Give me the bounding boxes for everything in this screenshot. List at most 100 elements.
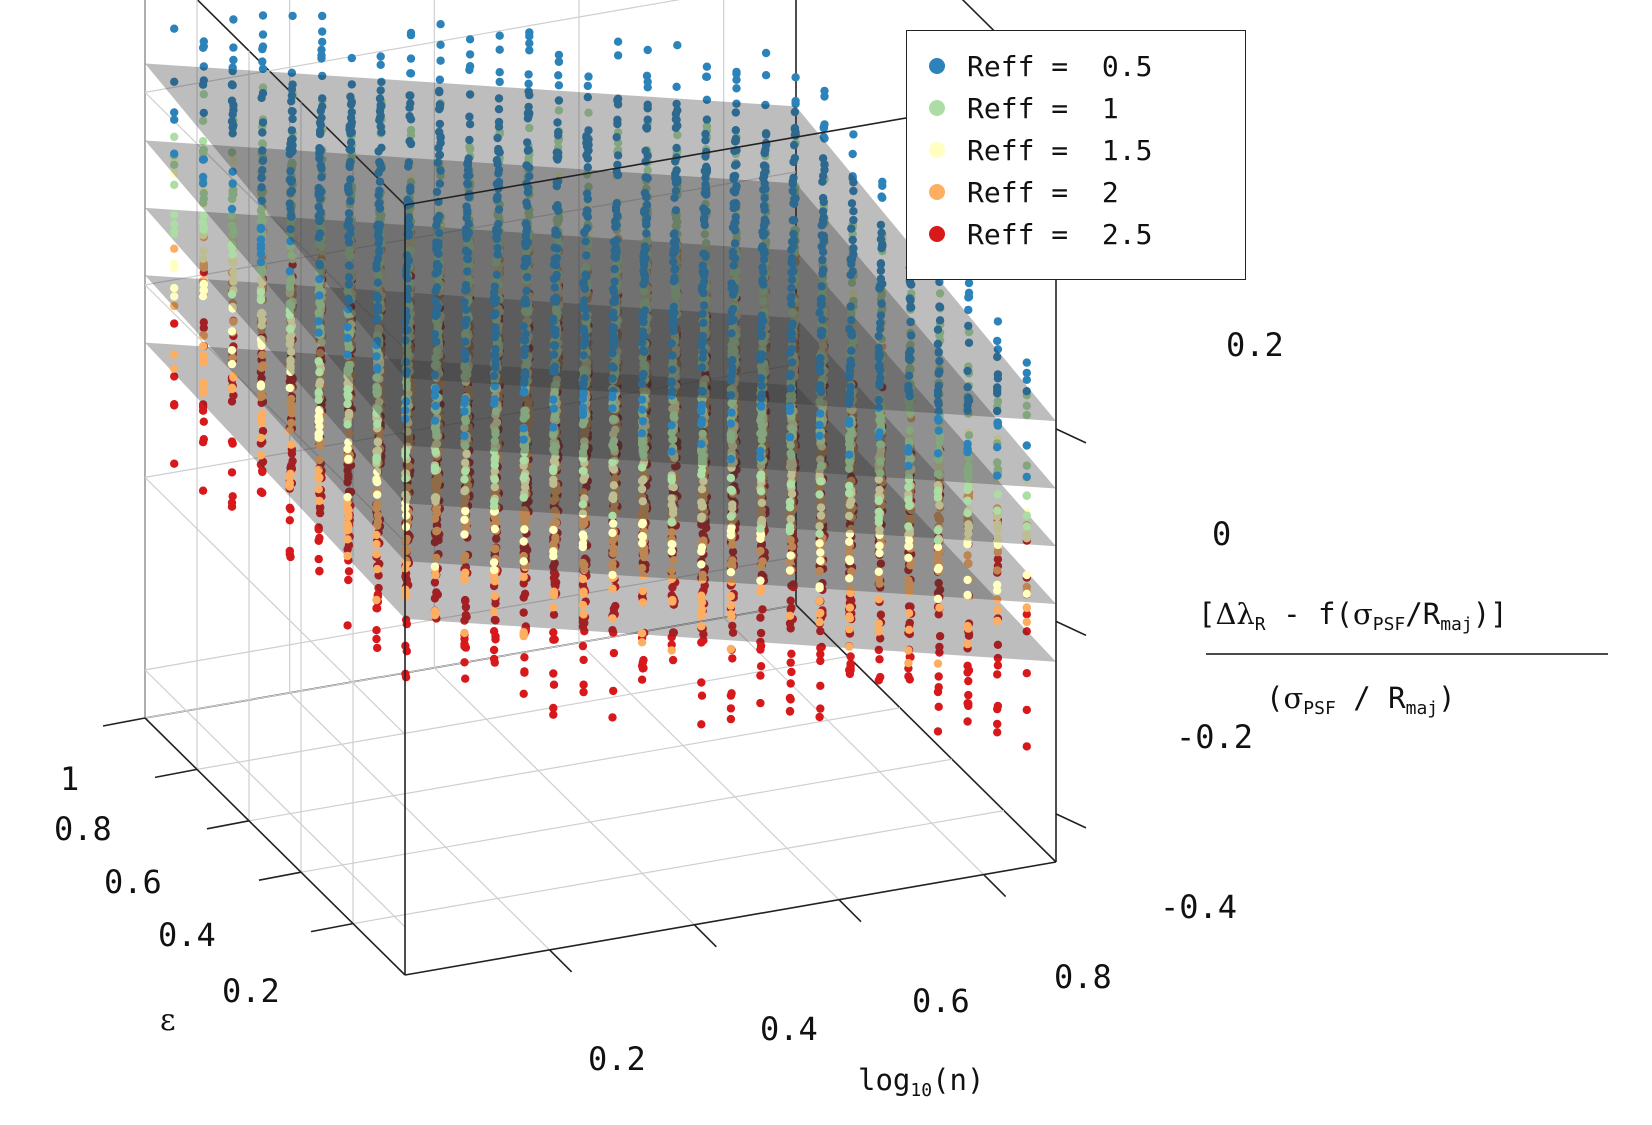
data-point (519, 557, 528, 566)
data-point (373, 643, 382, 653)
data-point (933, 526, 943, 535)
data-point (228, 250, 237, 259)
data-point (993, 719, 1002, 729)
grid-line (144, 556, 797, 671)
data-point (608, 614, 617, 623)
data-point (401, 511, 411, 520)
data-point (993, 661, 1003, 670)
data-point (993, 728, 1002, 737)
data-point (286, 552, 295, 562)
data-point (608, 570, 617, 580)
data-point (609, 628, 618, 637)
data-point (373, 419, 382, 429)
data-point (904, 553, 913, 562)
data-point (170, 283, 179, 293)
data-point (815, 596, 824, 606)
data-point (578, 500, 588, 509)
data-point (492, 534, 501, 543)
data-point (875, 655, 884, 664)
data-point (490, 658, 499, 667)
data-point (637, 629, 647, 638)
data-point (344, 575, 353, 585)
data-point (256, 451, 266, 460)
data-point (964, 624, 973, 633)
data-point (816, 548, 825, 557)
data-point (905, 675, 914, 684)
data-point (489, 645, 499, 655)
box-edge (795, 604, 1057, 863)
data-point (519, 456, 528, 465)
data-point (170, 372, 179, 381)
data-point (756, 524, 765, 533)
data-point (490, 454, 499, 463)
data-point (964, 690, 973, 700)
data-point (993, 701, 1003, 711)
data-point (461, 568, 470, 577)
data-point (199, 318, 208, 327)
data-point (256, 380, 266, 389)
data-point (430, 578, 440, 587)
data-point (726, 714, 736, 724)
data-point (933, 727, 943, 736)
data-point (258, 488, 267, 498)
data-point (551, 570, 560, 579)
data-point (727, 612, 736, 621)
data-point (963, 590, 972, 600)
data-point (490, 524, 499, 534)
data-point (286, 469, 295, 478)
data-point (726, 568, 736, 577)
data-point (993, 616, 1002, 626)
data-point (461, 643, 471, 652)
data-point (462, 612, 471, 621)
data-point (491, 632, 500, 641)
data-point (461, 674, 470, 683)
data-point (256, 295, 266, 305)
data-point (343, 551, 352, 561)
data-point (430, 611, 440, 620)
data-point (876, 672, 885, 682)
data-point (578, 600, 588, 610)
data-point (170, 350, 179, 359)
data-point (460, 575, 469, 585)
data-point (786, 551, 795, 560)
data-point (344, 455, 353, 464)
box-edge (196, 0, 406, 206)
data-point (786, 480, 795, 489)
data-point (608, 528, 617, 538)
data-point (433, 590, 442, 599)
grid-line (352, 810, 1005, 925)
data-point (314, 485, 323, 494)
data-point (668, 655, 678, 665)
data-point (550, 635, 559, 644)
data-point (228, 439, 237, 448)
data-point (935, 603, 944, 612)
data-point (816, 681, 825, 690)
data-point (786, 695, 795, 704)
data-point (993, 605, 1003, 615)
data-point (431, 570, 440, 580)
data-point (933, 659, 943, 668)
data-point (726, 704, 736, 713)
data-point (727, 485, 736, 495)
data-point (1022, 669, 1031, 678)
data-point (993, 670, 1002, 679)
data-point (904, 646, 913, 655)
data-point (697, 622, 706, 631)
data-point (726, 601, 736, 610)
data-point (845, 537, 854, 546)
data-point (227, 502, 237, 511)
data-point (756, 698, 765, 708)
data-point (489, 497, 499, 506)
data-point (489, 607, 499, 617)
data-point (1022, 570, 1031, 580)
data-point (934, 683, 943, 692)
data-point (199, 355, 208, 364)
data-point (846, 652, 855, 661)
data-point (815, 529, 824, 538)
data-point (314, 395, 323, 404)
data-point (431, 447, 440, 456)
data-point (199, 435, 208, 444)
data-point (372, 539, 381, 549)
data-point (343, 384, 352, 394)
data-point (786, 679, 795, 688)
